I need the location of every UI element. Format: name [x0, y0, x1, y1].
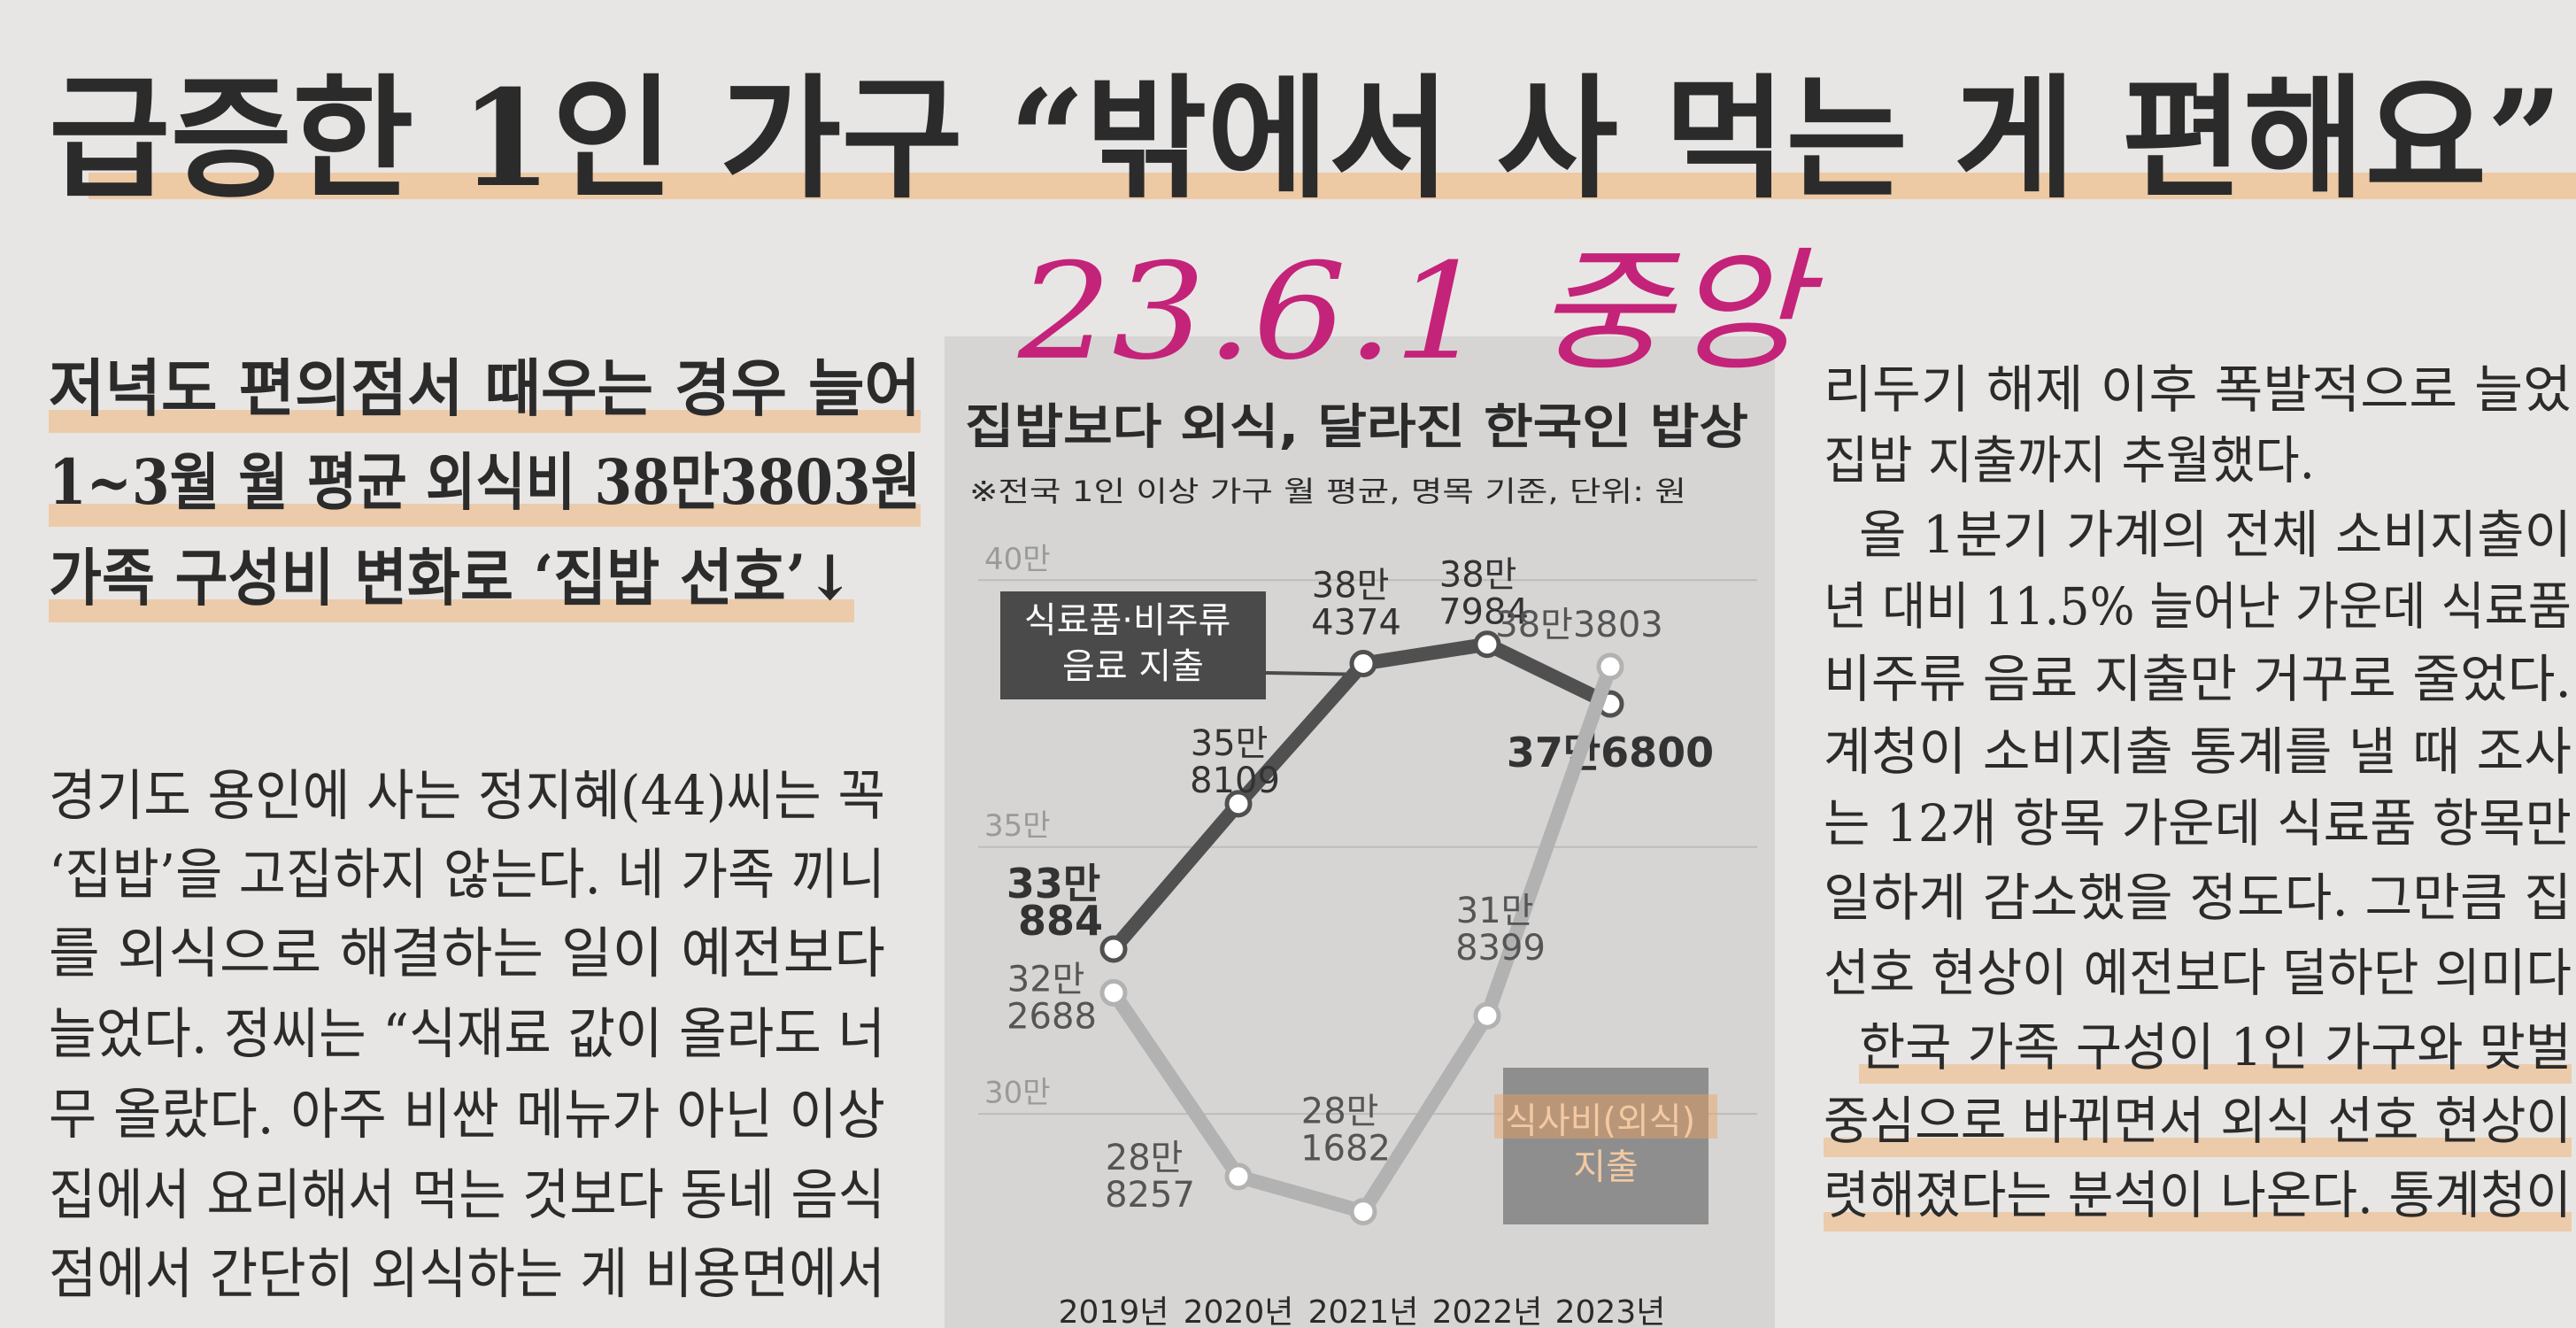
body-line: 점에서 간단히 외식하는 게 비용면에서	[49, 1241, 885, 1306]
x-tick-label: 2020년	[1184, 1294, 1294, 1328]
y-tick-label: 35만	[984, 808, 1051, 844]
highlight	[1494, 1094, 1717, 1139]
body-line: 년 대비 11.5% 늘어난 가운데 식료품	[1824, 576, 2572, 637]
subheadline: 저녁도 편의점서 때우는 경우 늘어	[49, 351, 921, 425]
body-line: 렷해졌다는 분석이 나온다. 통계청이	[1824, 1165, 2572, 1225]
data-label: 38만3803	[1495, 605, 1663, 645]
body-line: 는 12개 항목 가운데 식료품 항목만	[1824, 793, 2572, 853]
data-point	[1349, 1198, 1377, 1226]
body-line: 선호 현상이 예전보다 덜하단 의미다	[1824, 943, 2572, 1003]
data-label: 35만 8109	[1190, 723, 1280, 801]
body-line: 집밥 지출까지 추월했다.	[1824, 430, 2315, 490]
chart-subtitle: ※전국 1인 이상 가구 월 평균, 명목 기준, 단위: 원	[969, 475, 1686, 508]
body-line: 일하게 감소했을 정도다. 그만큼 집	[1824, 868, 2572, 928]
body-line: 무 올랐다. 아주 비싼 메뉴가 아닌 이상	[49, 1082, 885, 1147]
data-label: 32만 2688	[1006, 959, 1097, 1037]
body-line: 집에서 요리해서 먹는 것보다 동네 음식	[49, 1162, 885, 1227]
data-point	[1349, 649, 1377, 677]
data-label: 31만 8399	[1455, 891, 1546, 969]
body-line: 올 1분기 가계의 전체 소비지출이	[1859, 505, 2572, 565]
body-line: 비주류 음료 지출만 거꾸로 줄었다.	[1824, 649, 2572, 709]
x-tick-label: 2019년	[1059, 1294, 1169, 1328]
body-line: 한국 가족 구성이 1인 가구와 맞벌	[1859, 1017, 2572, 1077]
highlight	[89, 173, 2576, 199]
data-label: 33만 884	[1006, 859, 1114, 944]
x-tick-label: 2021년	[1308, 1294, 1419, 1328]
body-line: 경기도 용인에 사는 정지혜(44)씨는 꼭	[49, 763, 885, 828]
data-point	[1596, 652, 1624, 681]
data-point	[1224, 790, 1253, 818]
body-line: 리두기 해제 이후 폭발적으로 늘었	[1824, 359, 2572, 420]
highlight	[1824, 1212, 2572, 1231]
highlight	[49, 410, 921, 433]
subheadline: 가족 구성비 변화로 ‘집밥 선호’↓	[49, 541, 854, 614]
chart-title: 집밥보다 외식, 달라진 한국인 밥상	[965, 399, 1748, 455]
legend-box	[1000, 591, 1266, 699]
legend-label: 식사비(외식) 지출	[1505, 1101, 1707, 1188]
headline: 급증한 1인 가구 “밖에서 사 먹는 게 편해요”	[49, 61, 2563, 217]
body-line: 계청이 소비지출 통계를 낼 때 조사	[1824, 722, 2572, 782]
body-line: ‘집밥’을 고집하지 않는다. 네 가족 끼니	[49, 842, 885, 907]
subheadline: 1~3월 월 평균 외식비 38만3803원	[49, 445, 921, 519]
x-tick-label: 2023년	[1555, 1294, 1666, 1328]
data-label: 28만 1682	[1300, 1092, 1391, 1170]
highlight	[1824, 1138, 2572, 1157]
data-label: 38만 7984	[1438, 555, 1529, 633]
body-line: 를 외식으로 해결하는 일이 예전보다	[49, 921, 885, 985]
data-point	[1473, 1001, 1501, 1030]
data-point	[1099, 978, 1128, 1007]
y-tick-label: 30만	[984, 1076, 1051, 1111]
handwritten-note: 23.6.1 중앙	[1017, 235, 1824, 390]
legend-box	[1503, 1068, 1708, 1224]
data-label: 37만6800	[1507, 729, 1714, 776]
highlight	[1859, 1064, 2572, 1084]
highlight	[49, 599, 854, 622]
x-tick-label: 2022년	[1432, 1294, 1543, 1328]
body-line: 늘었다. 정씨는 “식재료 값이 올라도 너	[49, 1001, 885, 1066]
data-point	[1099, 935, 1128, 963]
data-point	[1224, 1162, 1253, 1191]
data-point	[1473, 630, 1501, 659]
highlight	[49, 504, 921, 527]
legend-connector	[1265, 671, 1346, 676]
body-line: 중심으로 바뀌면서 외식 선호 현상이	[1824, 1091, 2572, 1151]
legend-label: 식료품·비주류 음료 지출	[1024, 600, 1242, 687]
data-label: 38만 4374	[1311, 565, 1401, 643]
data-label: 28만 8257	[1105, 1138, 1195, 1216]
y-tick-label: 40만	[984, 542, 1051, 577]
